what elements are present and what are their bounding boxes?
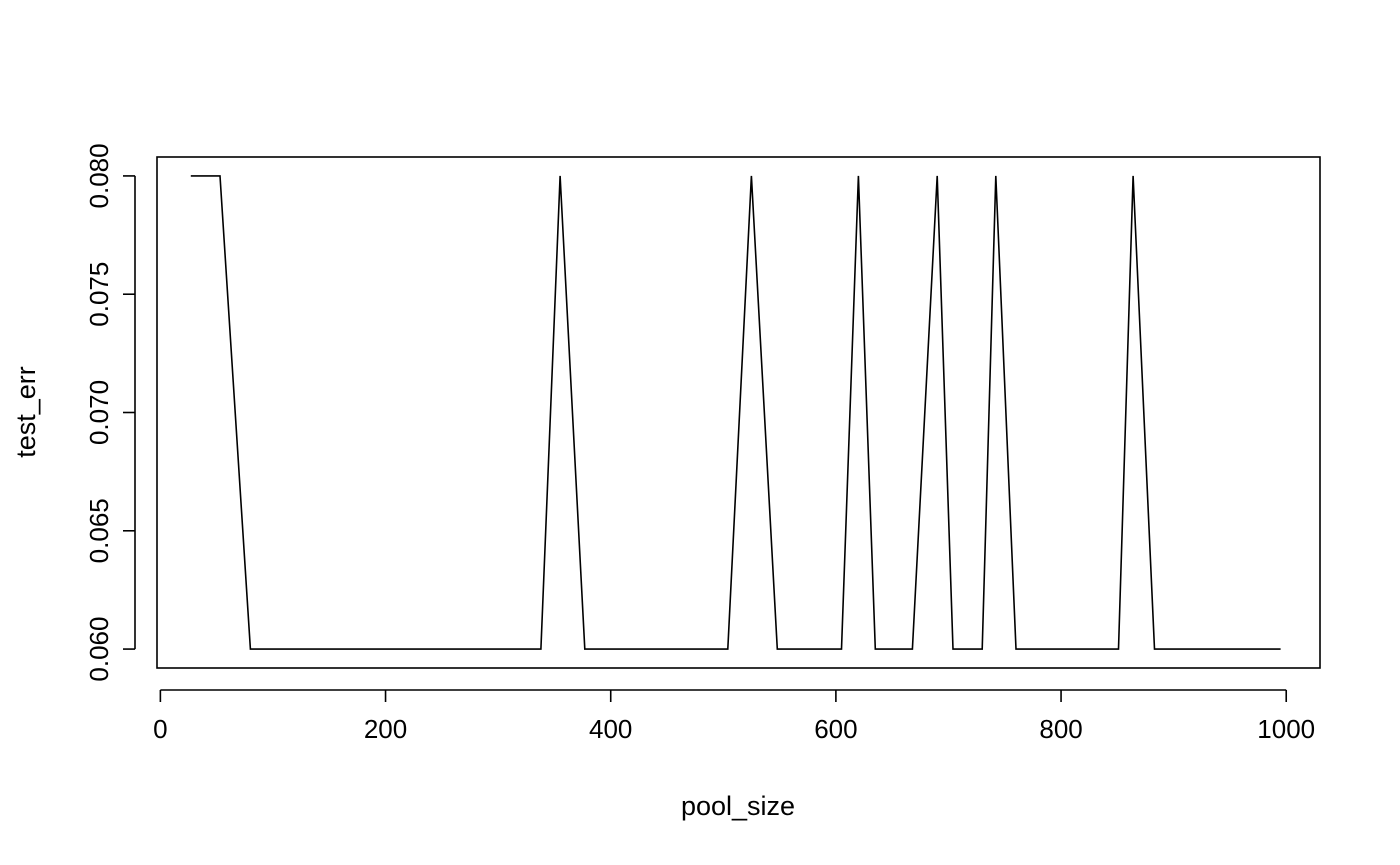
- y-tick-label: 0.070: [84, 380, 114, 445]
- x-tick-label: 0: [153, 714, 167, 744]
- plot-frame: [156, 156, 1321, 669]
- x-axis-label: pool_size: [681, 791, 795, 821]
- x-tick-label: 800: [1039, 714, 1082, 744]
- x-tick-label: 400: [589, 714, 632, 744]
- series-line: [190, 175, 1281, 650]
- y-axis: 0.060 0.065 0.070 0.075 0.080: [84, 143, 136, 682]
- y-tick-label: 0.065: [84, 498, 114, 563]
- y-axis-label: test_err: [11, 366, 41, 458]
- y-tick-label: 0.080: [84, 143, 114, 208]
- y-tick-label: 0.075: [84, 262, 114, 327]
- x-tick-label: 600: [814, 714, 857, 744]
- x-tick-label: 1000: [1257, 714, 1315, 744]
- y-tick-label: 0.060: [84, 617, 114, 682]
- x-axis: 0 200 400 600 800 1000: [153, 689, 1315, 744]
- x-tick-label: 200: [364, 714, 407, 744]
- series-layer: [190, 175, 1281, 650]
